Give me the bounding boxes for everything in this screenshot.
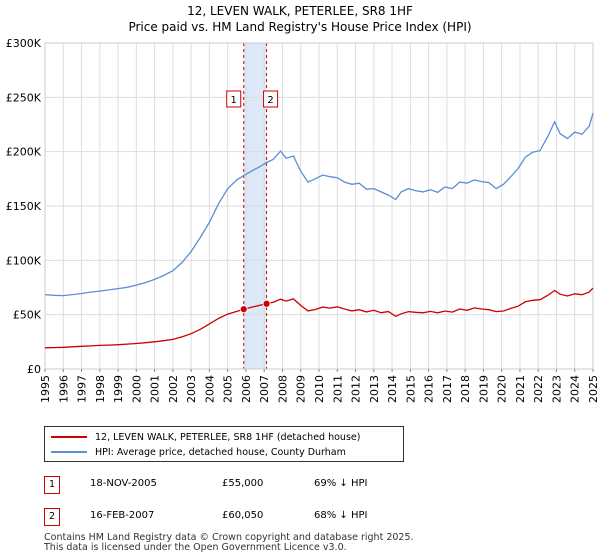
x-tick-label: 2018 [459, 375, 472, 403]
x-tick-label: 1996 [57, 375, 70, 403]
x-tick-label: 1998 [94, 375, 107, 403]
y-tick-label: £250K [6, 91, 42, 104]
series-line-hpi [44, 112, 594, 297]
transaction-point [239, 305, 248, 314]
transaction-label-box [226, 90, 242, 108]
x-tick-label: 1995 [39, 375, 52, 403]
x-tick-label: 2001 [149, 375, 162, 403]
x-tick-label: 2009 [295, 375, 308, 403]
transaction-point [262, 299, 271, 308]
legend-label-property: 12, LEVEN WALK, PETERLEE, SR8 1HF (detac… [95, 431, 361, 443]
transaction-label: 2 [267, 95, 273, 106]
footer-copyright: Contains HM Land Registry data © Crown c… [44, 532, 414, 543]
chart-title: 12, LEVEN WALK, PETERLEE, SR8 1HF [187, 4, 413, 18]
x-tick-label: 2025 [587, 375, 600, 403]
y-tick-label: £300K [6, 37, 42, 50]
x-tick-label: 2007 [258, 375, 271, 403]
x-tick-label: 2004 [203, 375, 216, 403]
x-tick-label: 2021 [514, 375, 527, 403]
x-tick-label: 2010 [313, 375, 326, 403]
y-tick-label: £150K [6, 200, 42, 213]
legend-item-hpi: HPI: Average price, detached house, Coun… [51, 445, 346, 459]
transaction-marker-2: 2 [44, 508, 60, 526]
price-chart: 1 2 £0 £50K £100K £150K £200K £250K £300K 1995 199… [6, 37, 600, 403]
legend-label-hpi: HPI: Average price, detached house, Coun… [95, 446, 346, 458]
legend-swatch-hpi [51, 451, 87, 453]
transaction-date: 18-NOV-2005 [90, 478, 157, 489]
footer-license: This data is licensed under the Open Gov… [44, 542, 347, 553]
transaction-date: 16-FEB-2007 [90, 510, 155, 521]
transaction-marker-1: 1 [44, 476, 60, 494]
table-row: 2 16-FEB-2007 £60,050 68% ↓ HPI [44, 508, 564, 526]
x-tick-label: 2023 [550, 375, 563, 403]
x-tick-label: 2006 [240, 375, 253, 403]
transaction-hpi: 69% ↓ HPI [314, 478, 368, 489]
x-tick-label: 2008 [276, 375, 289, 403]
x-tick-label: 2012 [350, 375, 363, 403]
x-tick-label: 2016 [423, 375, 436, 403]
x-tick-label: 2000 [130, 375, 143, 403]
legend-item-property: 12, LEVEN WALK, PETERLEE, SR8 1HF (detac… [51, 430, 360, 444]
transaction-label-box [263, 90, 279, 108]
x-tick-label: 2002 [167, 375, 180, 403]
x-tick-label: 2005 [222, 375, 235, 403]
table-row: 1 18-NOV-2005 £55,000 69% ↓ HPI [44, 476, 564, 494]
transaction-hpi: 68% ↓ HPI [314, 510, 368, 521]
x-tick-label: 2015 [404, 375, 417, 403]
x-tick-label: 2024 [569, 375, 582, 403]
x-tick-label: 2014 [386, 375, 399, 403]
x-tick-label: 2011 [331, 375, 344, 403]
transaction-price: £60,050 [222, 510, 264, 521]
x-tick-label: 2020 [496, 375, 509, 403]
x-tick-label: 2017 [441, 375, 454, 403]
x-tick-label: 2003 [185, 375, 198, 403]
y-tick-label: £100K [6, 254, 42, 267]
series-line-property [44, 287, 594, 349]
transaction-price: £55,000 [222, 478, 264, 489]
chart-subtitle: Price paid vs. HM Land Registry's House … [128, 20, 472, 34]
y-tick-label: £200K [6, 146, 42, 159]
x-tick-label: 2013 [368, 375, 381, 403]
y-tick-label: £0 [27, 363, 41, 376]
x-tick-label: 1997 [76, 375, 89, 403]
x-tick-label: 2022 [532, 375, 545, 403]
legend: 12, LEVEN WALK, PETERLEE, SR8 1HF (detac… [44, 426, 404, 462]
x-tick-label: 1999 [112, 375, 125, 403]
x-tick-label: 2019 [477, 375, 490, 403]
y-tick-label: £50K [13, 309, 42, 322]
legend-swatch-property [51, 436, 87, 438]
transaction-label: 1 [231, 95, 237, 106]
